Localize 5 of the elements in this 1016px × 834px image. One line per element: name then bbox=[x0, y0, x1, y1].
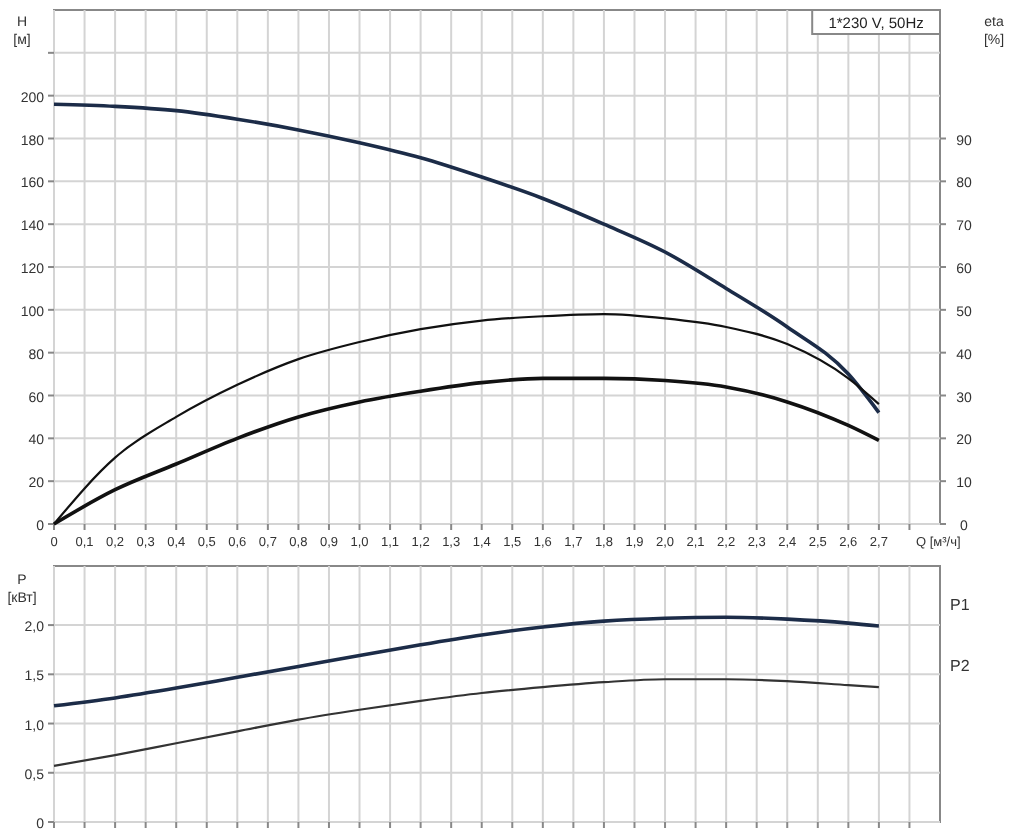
text: P1 bbox=[950, 596, 971, 615]
line-series bbox=[52, 678, 880, 767]
line-series bbox=[52, 102, 881, 415]
text: P2 bbox=[950, 657, 971, 676]
line-series bbox=[52, 615, 881, 708]
